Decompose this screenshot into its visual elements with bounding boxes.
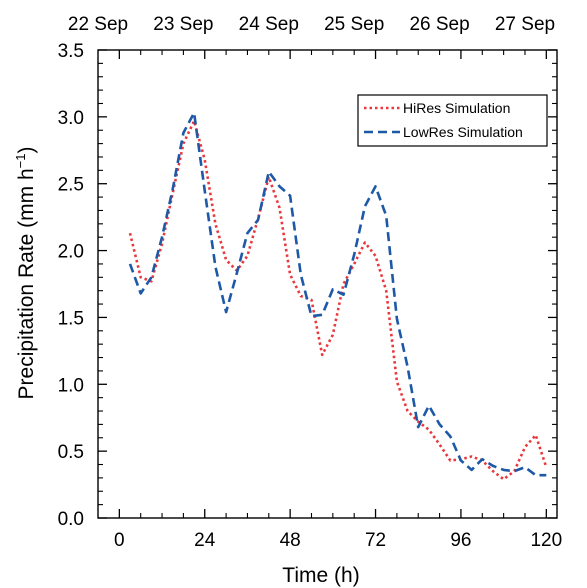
series-line-lowres (128, 111, 547, 477)
plot-area (128, 111, 548, 481)
x-axis-title: Time (h) (282, 564, 359, 587)
top-date-label: 22 Sep (68, 14, 128, 35)
y-tick-label: 2.5 (58, 175, 84, 196)
y-tick-label: 1.0 (58, 375, 84, 396)
y-tick-label: 2.0 (58, 242, 84, 263)
x-tick-label: 72 (365, 530, 386, 551)
top-date-label: 25 Sep (324, 14, 384, 35)
y-tick-label: 0.5 (58, 442, 84, 463)
axes-frame (97, 49, 558, 519)
y-axis-title: Precipitation Rate (mm h−1) (13, 147, 38, 400)
axis-ticks: 0 24 48 72 96 120 0.0 0.5 1.0 1.5 2.0 2.5 3.0 3.5 22 S… (58, 14, 563, 551)
plot-border (97, 49, 558, 519)
y-tick-label: 0.0 (58, 509, 84, 530)
y-tick-label: 3.0 (58, 108, 84, 129)
legend-label-lowres: LowRes Simulation (403, 124, 523, 140)
legend-label-hires: HiRes Simulation (403, 100, 510, 116)
x-tick-label: 24 (194, 530, 216, 551)
x-tick-label: 48 (280, 530, 301, 551)
y-tick-label: 3.5 (58, 41, 84, 62)
y-axis-title-superscript: −1 (13, 154, 28, 169)
y-axis-title-prefix: Precipitation Rate (mm h (15, 168, 38, 399)
top-date-label: 24 Sep (239, 14, 299, 35)
x-tick-label: 0 (114, 530, 125, 551)
x-tick-label: 120 (530, 530, 562, 551)
y-tick-label: 1.5 (58, 308, 84, 329)
legend-box (357, 94, 548, 147)
legend: HiRes Simulation LowRes Simulation (357, 94, 548, 147)
x-tick-label: 96 (450, 530, 471, 551)
top-date-label: 23 Sep (153, 14, 213, 35)
top-date-label: 26 Sep (409, 14, 469, 35)
y-axis-title-suffix: ) (15, 147, 38, 154)
top-date-label: 27 Sep (495, 14, 555, 35)
series-line-hires (128, 119, 548, 481)
